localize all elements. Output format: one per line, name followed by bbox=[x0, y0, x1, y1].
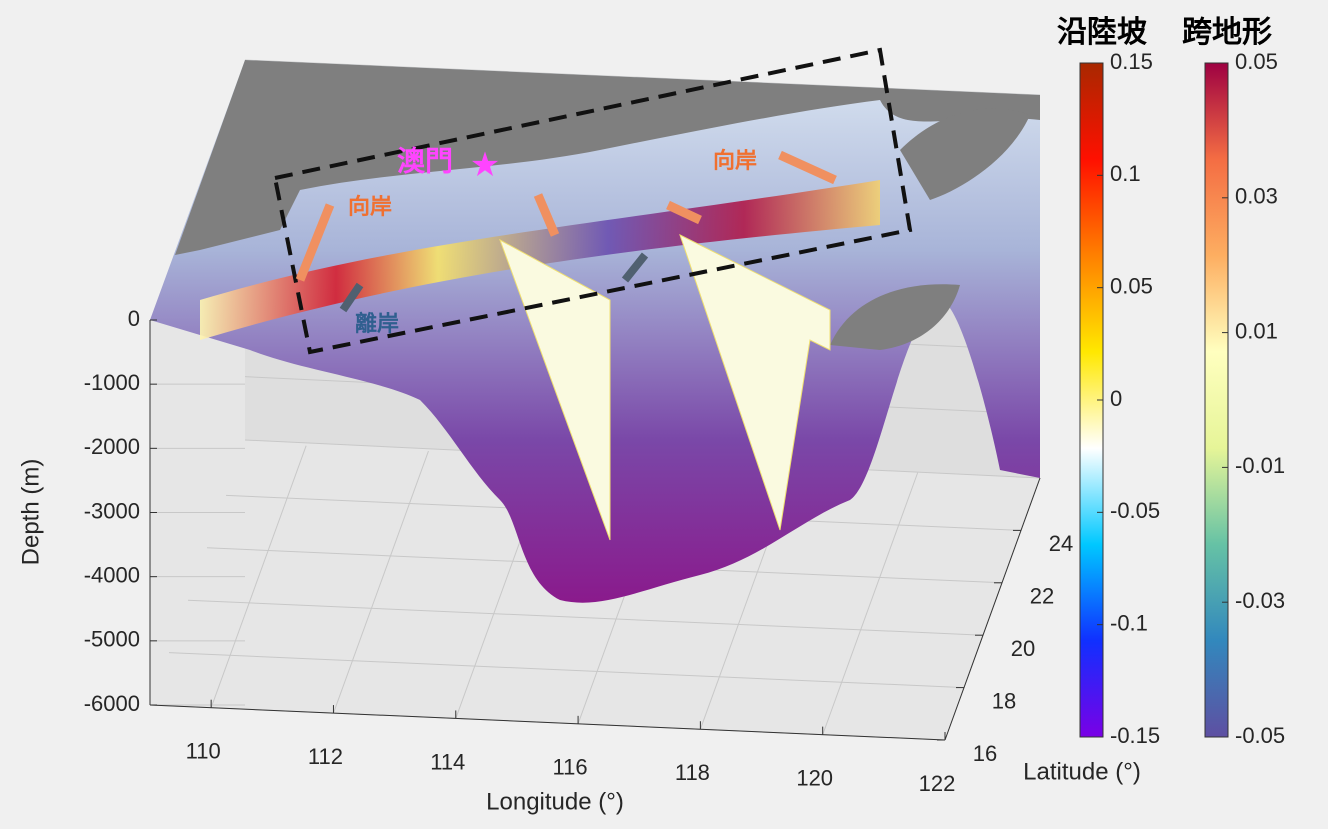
grid-line bbox=[822, 472, 919, 735]
section-band bbox=[200, 180, 880, 340]
colorbar-tick-label: 0.05 bbox=[1235, 49, 1278, 74]
colorbar-tick-label: 0.15 bbox=[1110, 49, 1153, 74]
colorbar-tick-label: 0.01 bbox=[1235, 318, 1278, 343]
land-taiwan bbox=[900, 108, 1030, 200]
z-tick-label: -6000 bbox=[84, 691, 140, 716]
z-tick-label: -4000 bbox=[84, 562, 140, 587]
grid-line bbox=[332, 450, 429, 714]
colorbar-tick-label: -0.01 bbox=[1235, 453, 1285, 478]
grid-line bbox=[187, 599, 984, 636]
land-luzon bbox=[830, 284, 960, 350]
z-tick-label: -3000 bbox=[84, 498, 140, 523]
y-tick-label: 24 bbox=[1049, 531, 1073, 556]
colorbar-tick-label: -0.03 bbox=[1235, 588, 1285, 613]
z-tick-label: 0 bbox=[128, 306, 140, 331]
star: ★ bbox=[470, 146, 500, 184]
colorbar-tick-label: -0.05 bbox=[1110, 498, 1160, 523]
x-tick-label: 120 bbox=[796, 765, 833, 790]
z-tick-label: -5000 bbox=[84, 627, 140, 652]
colorbar-tick-label: 0.03 bbox=[1235, 184, 1278, 209]
section-2 bbox=[679, 234, 831, 531]
y-tick-label: 20 bbox=[1011, 636, 1035, 661]
colorbar-tick-label: 0.05 bbox=[1110, 273, 1153, 298]
colorbar-tick-label: 0.1 bbox=[1110, 161, 1141, 186]
y-axis-label: Latitude (°) bbox=[1023, 758, 1141, 785]
x-axis bbox=[149, 704, 946, 741]
grid-line bbox=[168, 652, 965, 689]
x-tick-label: 112 bbox=[308, 744, 343, 769]
colorbar-tick-label: -0.05 bbox=[1235, 723, 1285, 748]
annotation: 向岸 bbox=[348, 194, 392, 219]
x-tick-label: 122 bbox=[919, 771, 956, 796]
y-tick-label: 16 bbox=[973, 741, 997, 766]
x-tick-label: 110 bbox=[186, 739, 221, 764]
colorbar-tick-label: -0.15 bbox=[1110, 723, 1160, 748]
y-tick-label: 18 bbox=[992, 688, 1016, 713]
y-axis bbox=[944, 477, 1041, 741]
arrows bbox=[295, 150, 837, 282]
land bbox=[175, 60, 1040, 255]
annotation: 離岸 bbox=[355, 311, 399, 336]
colorbar-tick-label: -0.1 bbox=[1110, 610, 1148, 635]
x-tick-label: 116 bbox=[553, 755, 588, 780]
section-1 bbox=[499, 238, 611, 541]
arrows-offshore bbox=[339, 252, 649, 313]
colorbar-title: 跨地形 bbox=[1182, 16, 1272, 49]
x-tick-label: 114 bbox=[430, 749, 465, 774]
annotation: 澳門 bbox=[397, 145, 453, 176]
x-tick-label: 118 bbox=[675, 760, 710, 785]
colorbar-title: 沿陸坡 bbox=[1057, 16, 1147, 49]
z-axis-label: Depth (m) bbox=[17, 459, 44, 566]
colorbar bbox=[1204, 62, 1229, 738]
dashed-box bbox=[272, 47, 913, 355]
annotation: 向岸 bbox=[713, 148, 757, 173]
colorbar-tick-label: 0 bbox=[1110, 386, 1122, 411]
y-tick-label: 22 bbox=[1030, 584, 1054, 609]
z-tick-label: -2000 bbox=[84, 434, 140, 459]
z-tick-label: -1000 bbox=[84, 370, 140, 395]
x-axis-label: Longitude (°) bbox=[486, 788, 624, 815]
grid-line bbox=[210, 445, 307, 708]
